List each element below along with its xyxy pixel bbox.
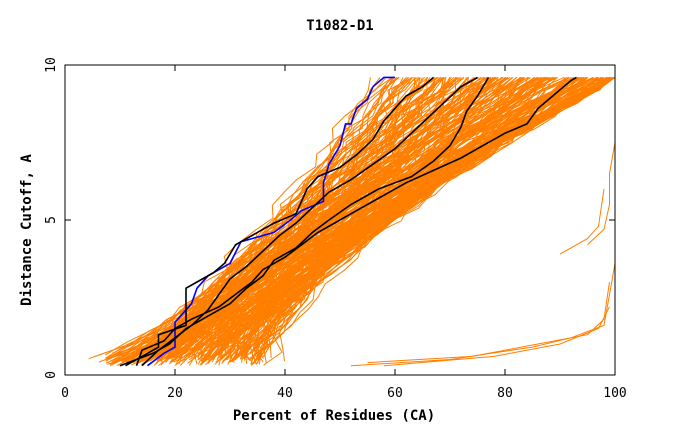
x-tick-label: 20	[167, 386, 183, 401]
orange-curve	[230, 76, 580, 356]
orange-model-curves	[88, 76, 616, 367]
x-axis-label: Percent of Residues (CA)	[233, 408, 435, 424]
black-series-line-3	[119, 76, 490, 367]
orange-curve	[350, 263, 616, 367]
orange-curve	[88, 77, 371, 360]
y-axis-label: Distance Cutoff, A	[19, 154, 35, 306]
orange-curve	[559, 188, 605, 255]
blue-series-line-0	[147, 76, 395, 367]
orange-curve	[127, 76, 413, 361]
orange-curve	[253, 76, 616, 363]
x-tick-label: 80	[497, 386, 513, 401]
x-tick-label: 40	[277, 386, 293, 401]
y-tick-label: 10	[44, 57, 59, 73]
highlighted-model-curves	[119, 76, 577, 367]
chart-title: T1082-D1	[306, 18, 373, 34]
orange-curve	[175, 76, 531, 361]
orange-curve	[587, 142, 616, 246]
x-axis: 0 20 40 60 80 100	[61, 65, 627, 401]
y-axis: 0 5 10	[44, 57, 615, 379]
black-series-line-1	[125, 76, 435, 367]
orange-curve	[383, 306, 610, 367]
orange-curve	[168, 76, 499, 355]
orange-curve	[279, 77, 609, 362]
y-tick-label: 0	[44, 371, 59, 379]
x-tick-label: 0	[61, 386, 69, 401]
orange-curve	[208, 76, 572, 358]
orange-curve	[262, 77, 610, 358]
black-series-line-4	[141, 76, 478, 367]
y-tick-label: 5	[44, 216, 59, 224]
x-tick-label: 60	[387, 386, 403, 401]
x-tick-label: 100	[603, 386, 626, 401]
orange-curve	[263, 76, 615, 358]
orange-curve	[173, 76, 536, 358]
orange-curve	[175, 76, 547, 364]
black-series-line-2	[135, 76, 577, 366]
orange-curve	[367, 281, 610, 364]
